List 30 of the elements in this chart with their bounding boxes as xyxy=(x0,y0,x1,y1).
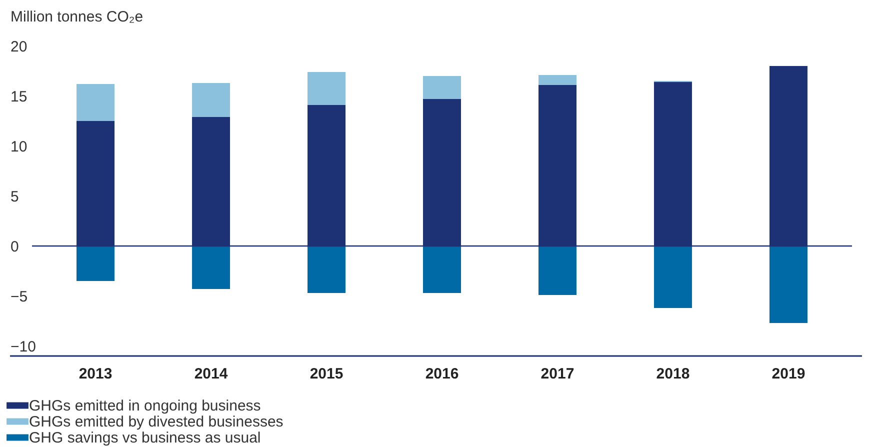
legend-label: GHGs emitted by divested businesses xyxy=(29,414,284,430)
y-tick-label: −10 xyxy=(10,338,36,356)
legend-label: GHGs emitted in ongoing business xyxy=(29,398,261,414)
bar xyxy=(538,75,576,85)
y-tick-label: 0 xyxy=(10,238,19,256)
y-tick-label: 10 xyxy=(10,138,28,156)
y-tick-label: 20 xyxy=(10,38,28,56)
x-tick-label: 2018 xyxy=(656,366,690,382)
bar xyxy=(308,246,346,293)
y-tick-label: −5 xyxy=(10,288,28,306)
y-tick-label: 5 xyxy=(10,188,19,206)
legend-label: GHG savings vs business as usual xyxy=(29,430,261,446)
bar xyxy=(654,246,692,308)
x-tick-label: 2016 xyxy=(425,366,459,382)
y-axis-title: Million tonnes CO₂e xyxy=(10,8,144,26)
bar xyxy=(538,246,576,295)
bar xyxy=(423,76,461,99)
bar xyxy=(76,246,115,281)
x-tick-label: 2017 xyxy=(540,366,574,382)
bar xyxy=(769,246,808,323)
bar xyxy=(308,72,346,105)
bar xyxy=(192,83,230,117)
bar xyxy=(423,246,461,293)
x-tick-label: 2014 xyxy=(194,366,228,382)
bar xyxy=(192,246,230,289)
y-tick-label: 15 xyxy=(10,88,28,106)
x-tick-label: 2013 xyxy=(78,366,112,382)
bar xyxy=(76,84,115,121)
x-tick-label: 2019 xyxy=(772,366,806,382)
x-tick-label: 2015 xyxy=(310,366,344,382)
